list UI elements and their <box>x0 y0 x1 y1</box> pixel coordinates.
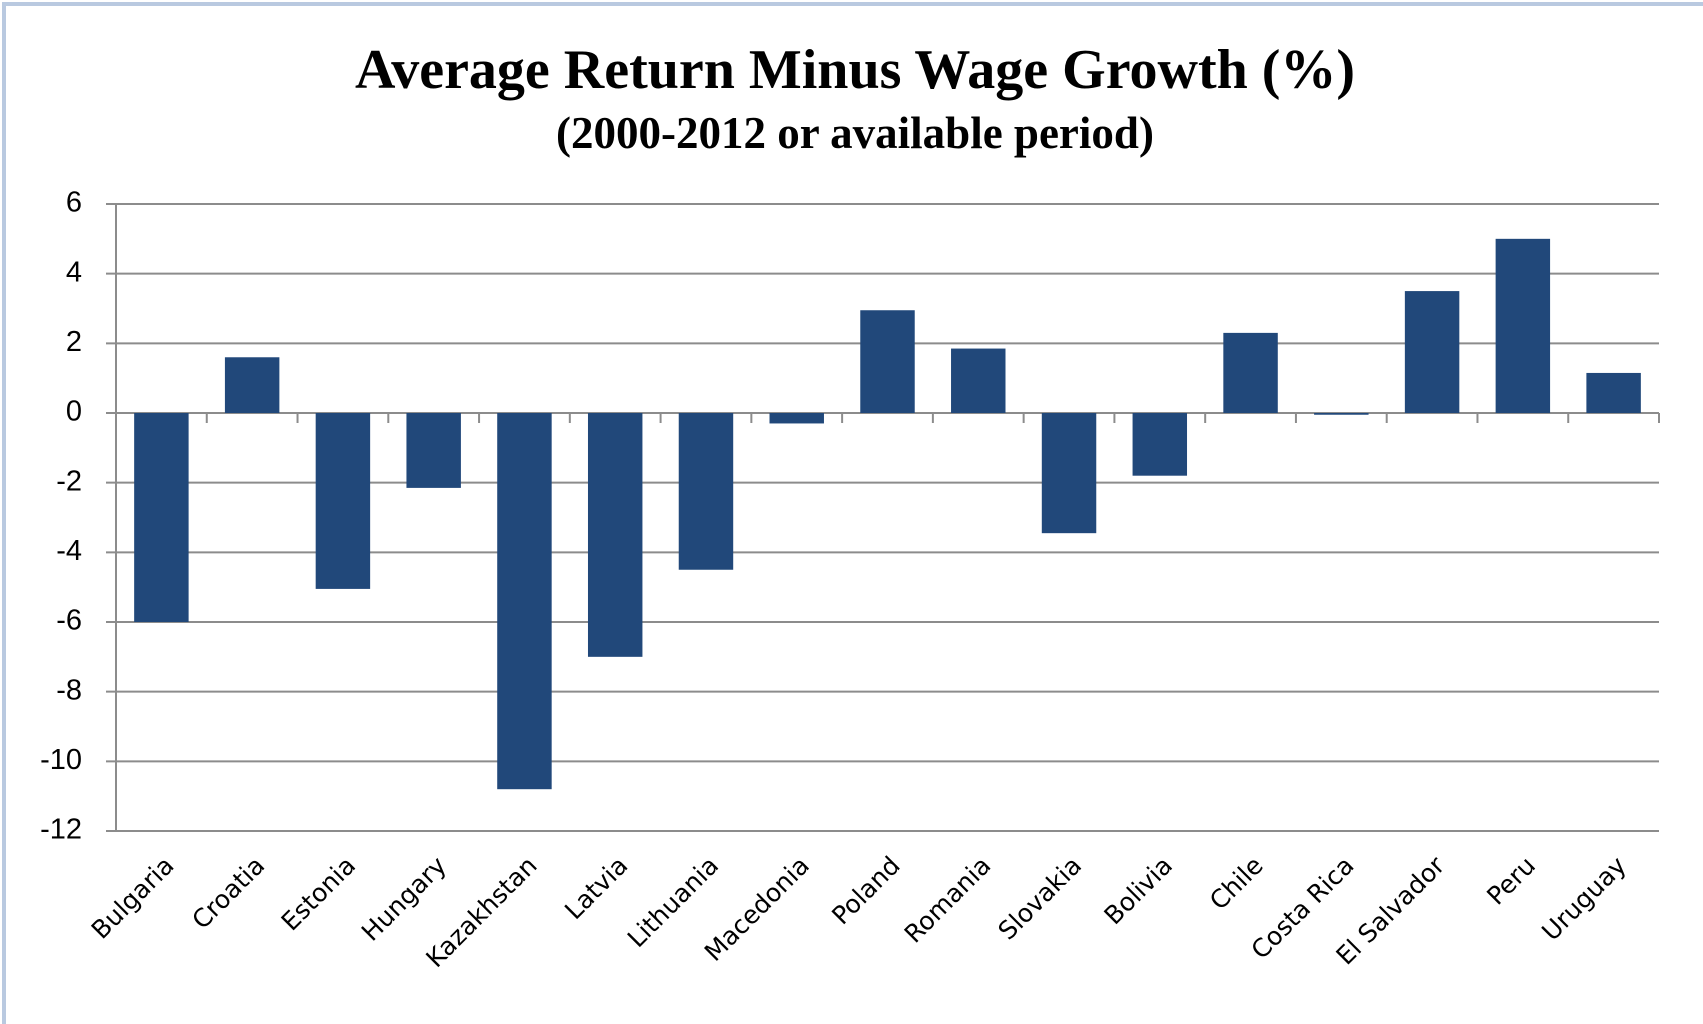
y-tick-label: -12 <box>40 814 82 846</box>
bar <box>1223 332 1278 413</box>
bar <box>951 348 1006 413</box>
y-tick-label: 2 <box>66 326 82 358</box>
y-tick-label: 6 <box>66 187 82 219</box>
y-tick-label: 4 <box>66 256 82 288</box>
bar <box>769 413 824 424</box>
y-tick-label: 0 <box>66 396 82 428</box>
bar <box>315 413 371 589</box>
bar <box>497 413 552 790</box>
bar <box>1495 238 1551 413</box>
bar <box>1404 291 1460 413</box>
bar <box>1132 413 1188 476</box>
bar <box>406 413 461 488</box>
bar <box>1586 372 1641 413</box>
y-tick-label: -2 <box>56 465 82 497</box>
chart-title: Average Return Minus Wage Growth (%) <box>355 39 1355 101</box>
bar <box>860 310 915 413</box>
bar <box>678 413 734 570</box>
bar <box>587 413 643 657</box>
y-tick-label: -4 <box>56 535 82 567</box>
y-tick-label: -6 <box>56 605 82 637</box>
bar <box>224 357 280 413</box>
y-tick-label: -8 <box>56 674 82 706</box>
bar <box>1041 413 1097 534</box>
chart-subtitle: (2000-2012 or available period) <box>556 108 1154 158</box>
bar <box>134 413 189 622</box>
y-tick-label: -10 <box>40 744 82 776</box>
bar <box>1314 413 1369 415</box>
